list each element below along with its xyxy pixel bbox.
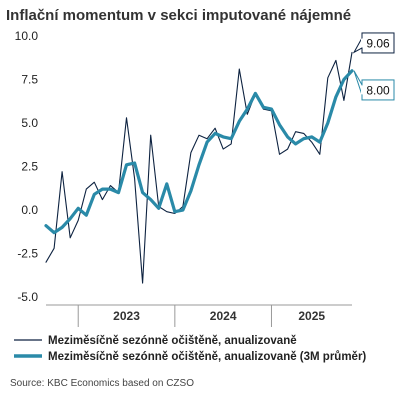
x-tick-label-2025: 2025 xyxy=(298,309,325,323)
y-tick-label: 5.0 xyxy=(21,116,38,130)
plot-area xyxy=(44,51,354,284)
x-axis: 2023 2024 2025 xyxy=(46,304,352,327)
source-note: Source: KBC Economics based on CZSO xyxy=(10,378,194,389)
chart-title: Inflační momentum v sekci imputované náj… xyxy=(6,7,351,24)
x-tick-label-2023: 2023 xyxy=(113,309,140,323)
end-label-value: 9.06 xyxy=(366,36,390,50)
y-tick-label: -2.5 xyxy=(17,247,38,261)
series-line-monthly xyxy=(45,51,353,284)
end-label-value: 8.00 xyxy=(366,83,390,97)
y-tick-label: 2.5 xyxy=(21,160,38,174)
legend-label-monthly: Meziměsíčně sezónně očištěně, anualizova… xyxy=(48,335,297,347)
end-value-labels: 9.06 8.00 xyxy=(352,32,395,101)
y-tick-label: 0.0 xyxy=(21,203,38,217)
end-label-3m-average: 8.00 xyxy=(353,70,395,101)
y-axis: 10.0 7.5 5.0 2.5 0.0 -2.5 -5.0 xyxy=(15,29,39,304)
legend-label-3m-average: Meziměsíčně sezónně očištěně, anualizova… xyxy=(48,351,366,363)
y-tick-label: 10.0 xyxy=(15,29,39,43)
series-line-3m-average xyxy=(44,69,354,235)
end-label-pointer xyxy=(353,70,363,96)
end-label-pointer xyxy=(352,36,363,54)
y-tick-label: 7.5 xyxy=(21,73,38,87)
end-label-monthly: 9.06 xyxy=(352,32,395,54)
y-tick-label: -5.0 xyxy=(17,290,38,304)
x-tick-label-2024: 2024 xyxy=(210,309,237,323)
legend: Meziměsíčně sezónně očištěně, anualizova… xyxy=(14,335,366,363)
